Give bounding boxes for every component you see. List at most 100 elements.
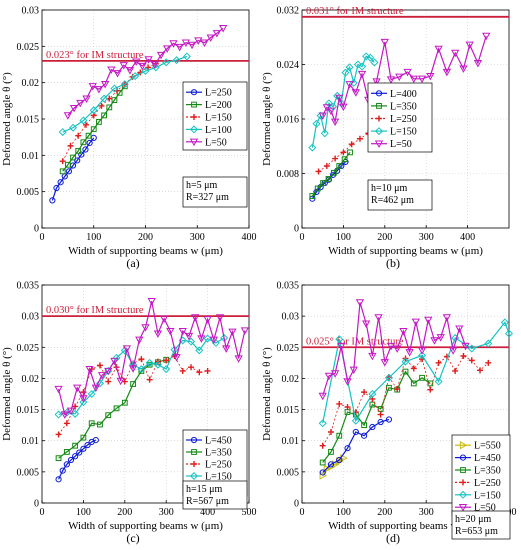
legend-marker <box>190 436 198 444</box>
info-box: h=10 μmR=462 μm <box>367 179 433 211</box>
data-point <box>169 40 178 48</box>
data-point <box>138 62 147 71</box>
data-point <box>357 70 367 79</box>
data-point <box>147 298 156 306</box>
data-point <box>194 37 203 45</box>
x-tick-label: 0 <box>40 232 45 243</box>
data-point <box>319 459 326 466</box>
legend-marker <box>374 127 384 136</box>
data-point <box>188 364 195 371</box>
legend-entry: L=250 <box>186 460 232 471</box>
y-tick-label: 0.025 <box>17 42 40 53</box>
data-point <box>410 365 417 372</box>
info-box-frame <box>451 510 511 540</box>
data-point <box>374 314 383 322</box>
data-point <box>128 365 138 373</box>
data-point <box>64 161 71 168</box>
data-point <box>97 421 103 428</box>
y-tick-label: 0.005 <box>17 187 40 198</box>
legend-entry: L=550 <box>455 441 501 452</box>
data-point <box>370 58 379 67</box>
legend-label: L=350 <box>390 101 417 112</box>
legend-entry: L=50 <box>455 503 496 514</box>
data-point <box>394 386 401 393</box>
legend-label: L=100 <box>205 125 232 136</box>
info-box: h=15 μmR=567 μm <box>182 480 248 510</box>
legend-entry: L=50 <box>371 139 412 150</box>
series-L=250 <box>319 353 492 449</box>
data-point <box>402 368 409 375</box>
y-tick-label: 0.02 <box>282 374 300 385</box>
data-point <box>187 41 197 50</box>
data-point <box>331 460 340 469</box>
info-line: R=327 μm <box>186 192 229 203</box>
axes-box <box>41 284 250 504</box>
series-line <box>322 321 510 424</box>
data-point <box>75 148 82 154</box>
legend-entry: L=350 <box>455 466 501 477</box>
data-point <box>318 112 327 120</box>
data-point <box>372 78 381 86</box>
data-point <box>58 128 67 137</box>
legend-marker <box>191 461 197 467</box>
legend-marker <box>375 90 383 97</box>
data-point <box>86 139 93 147</box>
data-point <box>60 411 69 419</box>
data-point <box>323 464 332 473</box>
data-point <box>70 154 76 161</box>
series-line <box>311 161 346 200</box>
data-point <box>76 99 85 108</box>
series-line <box>322 418 390 473</box>
x-tick-label: 400 <box>200 507 215 518</box>
data-point <box>144 56 153 64</box>
data-point <box>145 358 154 367</box>
x-tick-label: 200 <box>377 232 392 243</box>
data-point <box>320 180 327 186</box>
legend-entry: L=450 <box>186 436 232 447</box>
data-point <box>386 76 396 84</box>
data-point <box>67 142 74 149</box>
legend-entry: L=250 <box>455 478 501 489</box>
legend-label: L=150 <box>205 472 232 483</box>
series-L=50 <box>54 298 250 419</box>
series-line <box>322 355 489 446</box>
data-point <box>352 428 359 436</box>
data-point <box>110 357 119 366</box>
data-point <box>460 353 467 360</box>
x-tick-label: 400 <box>460 232 475 243</box>
data-point <box>485 359 492 366</box>
series-L=50 <box>63 25 228 120</box>
legend-label: L=350 <box>474 466 501 477</box>
data-point <box>105 412 112 419</box>
legend-marker <box>459 454 467 461</box>
legend-marker <box>189 138 199 147</box>
legend-marker <box>458 504 468 512</box>
data-point <box>84 441 91 449</box>
legend-entry: L=100 <box>186 125 232 136</box>
data-point <box>482 32 491 41</box>
data-point <box>187 337 196 346</box>
y-tick-label: 0.03 <box>22 6 40 17</box>
legend-entry: L=200 <box>186 100 232 111</box>
y-tick-label: 0 <box>294 499 299 510</box>
info-line: R=567 μm <box>186 496 229 507</box>
x-tick-label: 300 <box>419 507 434 518</box>
data-point <box>332 155 339 162</box>
data-point <box>92 436 99 444</box>
y-tick-label: 0.024 <box>277 60 300 71</box>
data-point <box>71 409 80 418</box>
data-point <box>162 58 171 67</box>
legend-marker <box>374 140 384 149</box>
data-point <box>166 327 175 336</box>
y-tick-label: 0 <box>34 224 39 235</box>
data-point <box>377 411 384 418</box>
series-line <box>62 55 188 133</box>
data-point <box>89 106 98 115</box>
x-tick-label: 300 <box>190 232 205 243</box>
data-point <box>504 329 514 338</box>
y-tick-label: 0.02 <box>22 78 40 89</box>
data-point <box>336 163 343 169</box>
data-point <box>323 163 330 170</box>
